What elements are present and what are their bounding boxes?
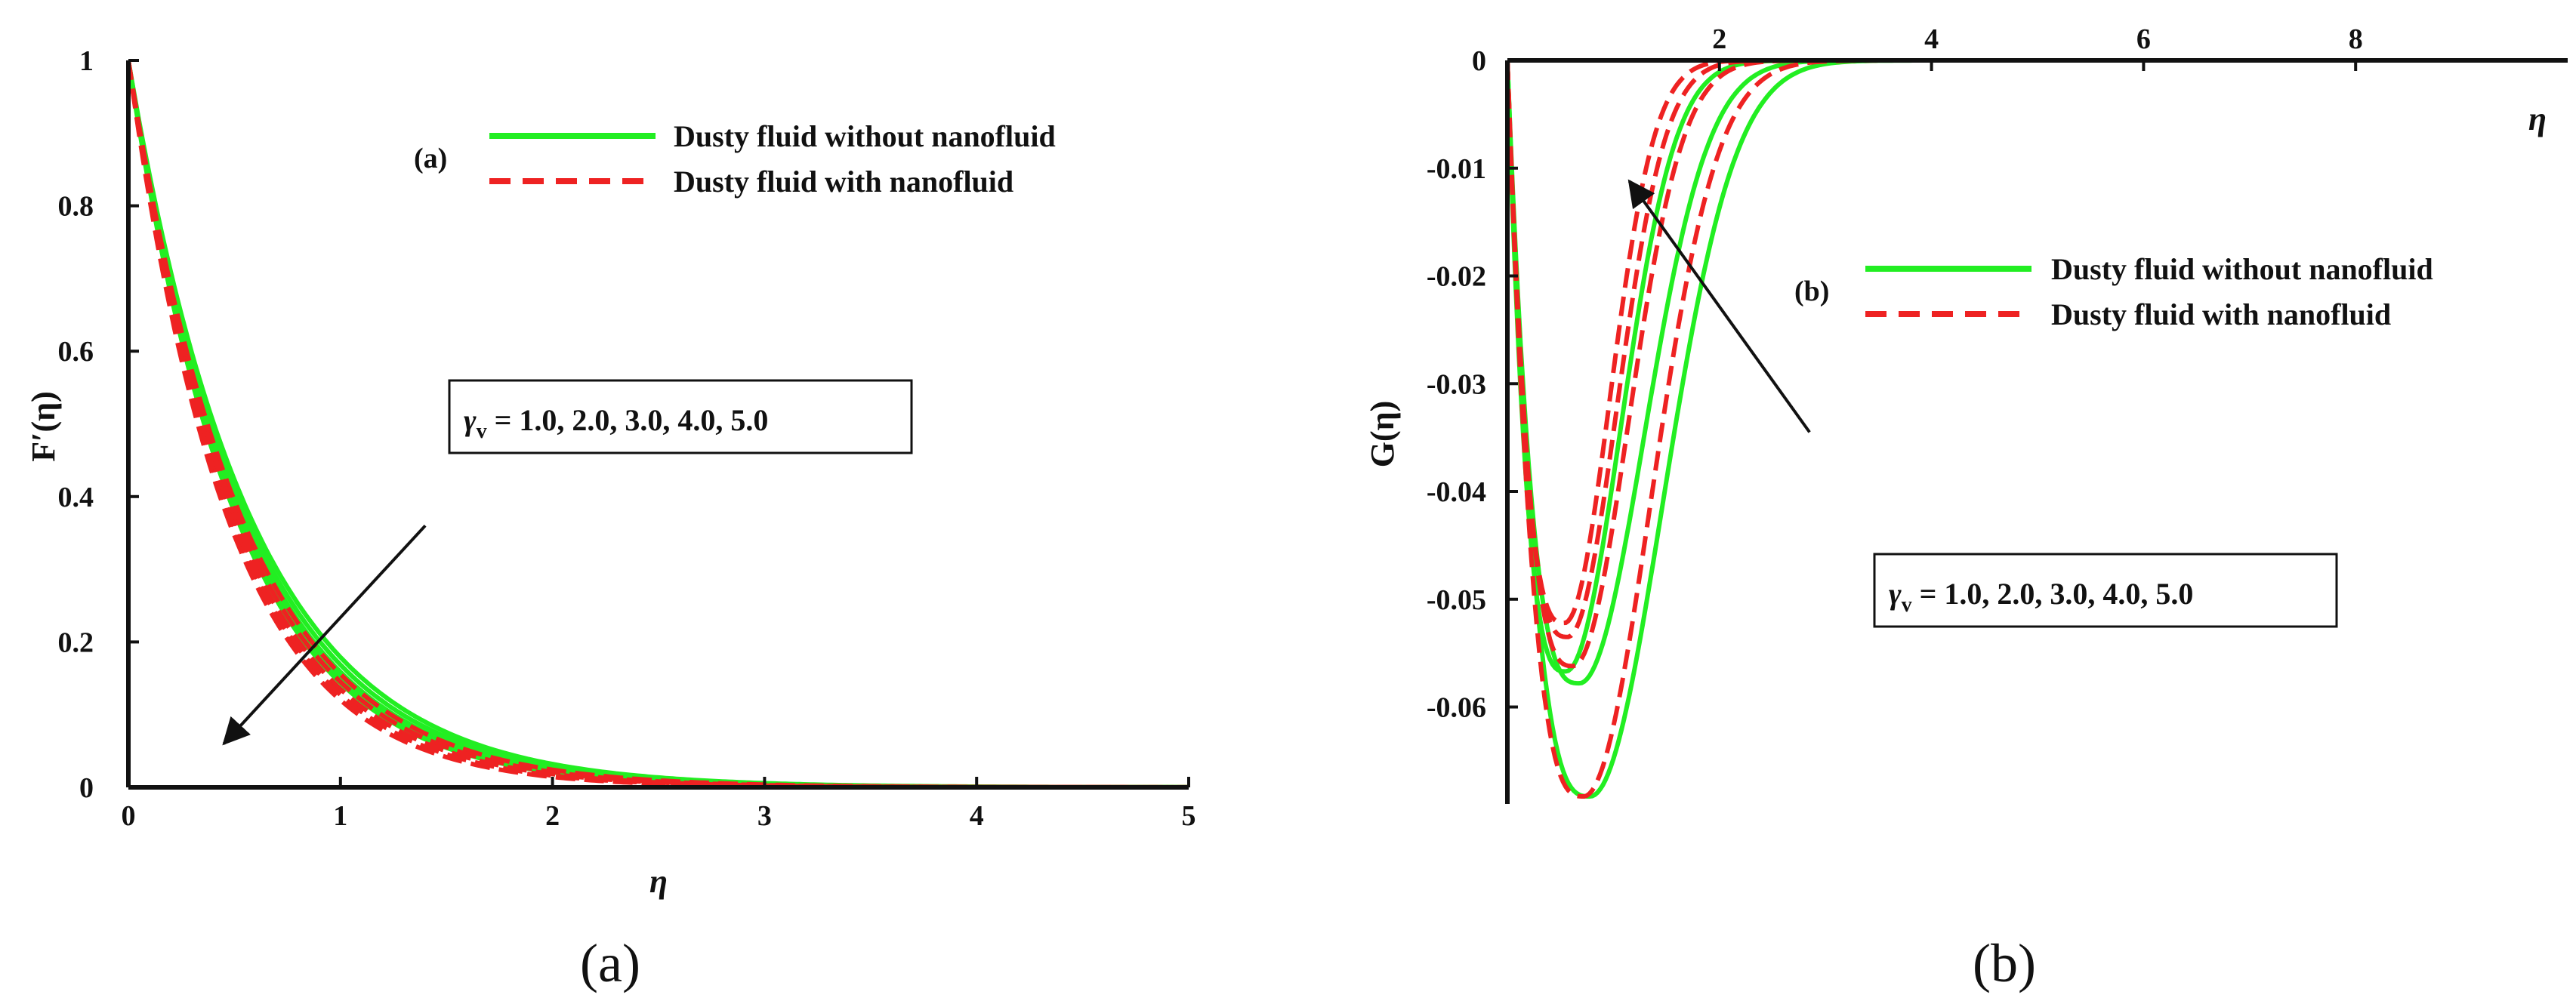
panel-a-tag: (a) xyxy=(414,143,447,174)
panel-a-trend-arrow xyxy=(222,524,427,746)
panel-b-caption: (b) xyxy=(1973,933,2036,993)
panel-a-ytick-label: 0.2 xyxy=(58,627,94,658)
panel-b-ytick-label: -0.05 xyxy=(1427,584,1486,616)
panel-b-annotation-box: γv = 1.0, 2.0, 3.0, 4.0, 5.0 xyxy=(1873,553,2338,628)
annotation-b-frame xyxy=(1873,553,2338,628)
panel-a-xtick-label: 0 xyxy=(122,800,136,832)
panel-a-legend: Dusty fluid without nanofluid Dusty flui… xyxy=(414,119,1056,199)
no-nanofluid-curve-gamma-2 xyxy=(1507,60,2568,686)
panel-b-ytick-label: -0.02 xyxy=(1427,261,1486,293)
panel-b-xtick-label: 2 xyxy=(1712,23,1726,55)
panel-a-axes xyxy=(126,60,1189,790)
nanofluid-curve-gamma-1 xyxy=(1507,60,2568,799)
annotation-b-values: = 1.0, 2.0, 3.0, 4.0, 5.0 xyxy=(1912,577,2194,611)
panel-b: 2 4 6 8 0 -0.01 -0.02 -0.03 -0.04 -0.05 -0.06 η G(… xyxy=(1364,23,2568,993)
legend-b-dashed-label: Dusty fluid with nanofluid xyxy=(2051,297,2391,331)
panel-b-ytick-label: -0.01 xyxy=(1427,153,1486,185)
annotation-a-symbol: γ xyxy=(464,403,477,437)
panel-b-tag: (b) xyxy=(1794,276,1829,307)
no-nanofluid-curve-gamma-3 xyxy=(1507,60,2568,674)
no-nanofluid-curve-gamma-1 xyxy=(1507,60,2568,799)
panel-a-xtick-label: 2 xyxy=(545,800,560,832)
panel-a-ytick-label: 0.6 xyxy=(58,336,94,368)
panel-b-ytick-label: -0.04 xyxy=(1427,476,1486,508)
panel-a-xtick-label: 4 xyxy=(970,800,984,832)
panel-a-caption: (a) xyxy=(580,933,640,993)
panel-b-trend-arrow xyxy=(1627,179,1811,433)
panel-b-curves xyxy=(1507,60,2568,799)
panel-b-ticks: 2 4 6 8 0 -0.01 -0.02 -0.03 -0.04 -0.05 -0.06 xyxy=(1427,23,2363,724)
annotation-b-symbol: γ xyxy=(1889,577,1902,611)
panel-a-ylabel: F′(η) xyxy=(25,391,62,462)
annotation-a-subscript: v xyxy=(477,420,487,443)
panel-b-ytick-label: 0 xyxy=(1472,45,1486,77)
panel-b-xtick-label: 4 xyxy=(1924,23,1939,55)
panel-a-annotation-box: γv = 1.0, 2.0, 3.0, 4.0, 5.0 xyxy=(448,379,913,454)
panel-b-xtick-label: 8 xyxy=(2349,23,2363,55)
annotation-b-text: γv = 1.0, 2.0, 3.0, 4.0, 5.0 xyxy=(1889,577,2193,617)
nanofluid-curve-gamma-5 xyxy=(128,60,1189,787)
panel-b-xlabel: η xyxy=(2528,100,2547,137)
panel-a-ytick-label: 0.8 xyxy=(58,191,94,223)
annotation-a-text: γv = 1.0, 2.0, 3.0, 4.0, 5.0 xyxy=(464,403,768,443)
panel-a-xtick-label: 1 xyxy=(333,800,347,832)
legend-b-solid-label: Dusty fluid without nanofluid xyxy=(2051,252,2433,286)
panel-a: 0 1 2 3 4 5 0 0.2 0.4 0.6 0.8 1 η F′(η) Dusty fluid… xyxy=(25,45,1196,993)
panel-a-xlabel: η xyxy=(649,863,668,900)
nanofluid-curve-gamma-4 xyxy=(1507,60,2568,626)
panel-a-ticks: 0 1 2 3 4 5 0 0.2 0.4 0.6 0.8 1 xyxy=(58,45,1196,832)
panel-a-ytick-label: 0 xyxy=(79,772,94,804)
panel-b-xtick-label: 6 xyxy=(2136,23,2151,55)
panel-a-xtick-label: 5 xyxy=(1182,800,1196,832)
panel-a-ytick-label: 1 xyxy=(79,45,94,77)
panel-b-axes xyxy=(1505,58,2568,804)
panel-b-legend: Dusty fluid without nanofluid Dusty flui… xyxy=(1794,252,2433,331)
panel-b-ytick-label: -0.06 xyxy=(1427,692,1486,724)
panel-b-ylabel: G(η) xyxy=(1364,401,1401,468)
panel-b-ytick-label: -0.03 xyxy=(1427,368,1486,400)
annotation-b-subscript: v xyxy=(1902,593,1912,617)
nanofluid-curve-gamma-3 xyxy=(1507,60,2568,639)
nanofluid-curve-gamma-2 xyxy=(1507,60,2568,669)
legend-a-dashed-label: Dusty fluid with nanofluid xyxy=(674,165,1013,199)
panel-a-ytick-label: 0.4 xyxy=(58,482,94,513)
legend-a-solid-label: Dusty fluid without nanofluid xyxy=(674,119,1056,153)
panel-a-xtick-label: 3 xyxy=(757,800,772,832)
annotation-a-frame xyxy=(448,379,913,454)
annotation-a-values: = 1.0, 2.0, 3.0, 4.0, 5.0 xyxy=(487,403,769,437)
